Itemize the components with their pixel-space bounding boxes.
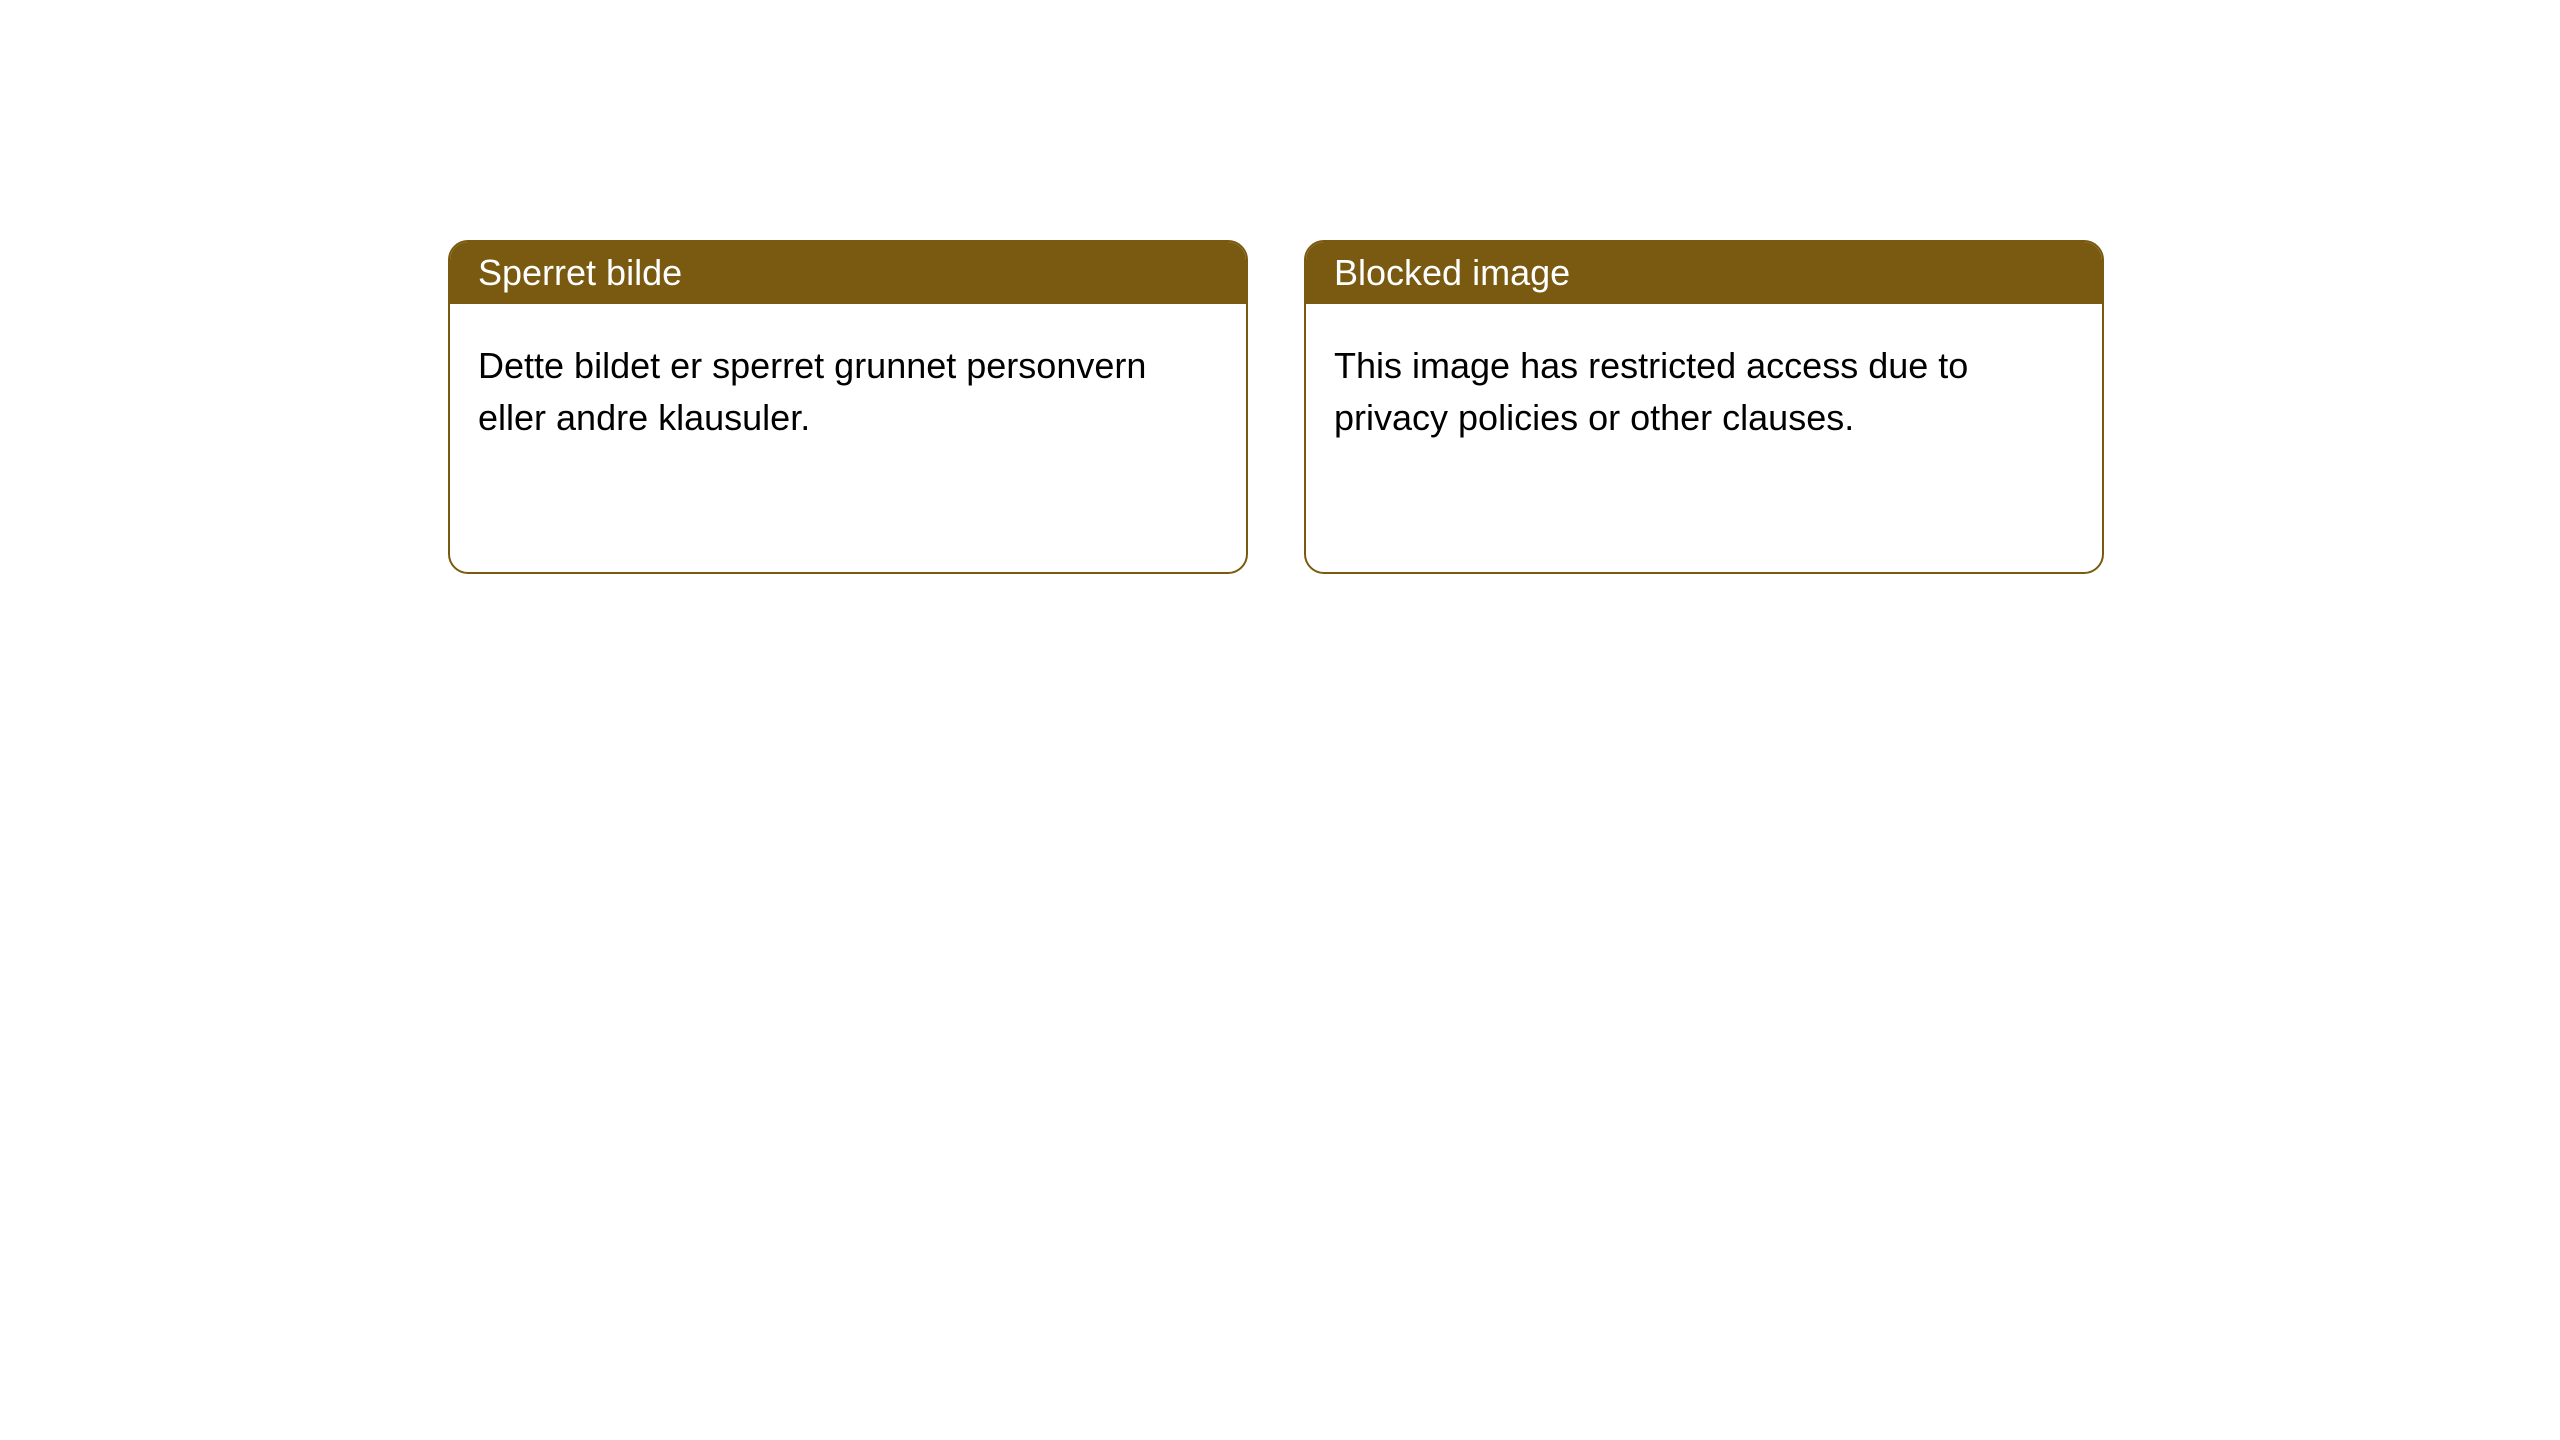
notice-body-english: This image has restricted access due to … [1306, 304, 2102, 480]
notice-card-english: Blocked image This image has restricted … [1304, 240, 2104, 574]
notice-body-norwegian: Dette bildet er sperret grunnet personve… [450, 304, 1246, 480]
notice-title-norwegian: Sperret bilde [450, 242, 1246, 304]
notice-container: Sperret bilde Dette bildet er sperret gr… [448, 240, 2104, 574]
notice-card-norwegian: Sperret bilde Dette bildet er sperret gr… [448, 240, 1248, 574]
notice-title-english: Blocked image [1306, 242, 2102, 304]
